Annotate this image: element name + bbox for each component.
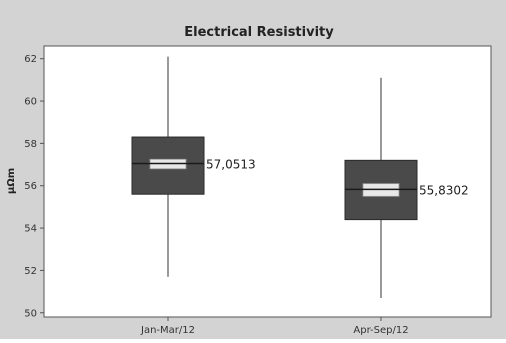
y-tick-label: 56 — [24, 181, 37, 192]
y-axis-label: μΩm — [6, 168, 17, 194]
y-tick-label: 58 — [24, 139, 37, 150]
box-series: 57,0513 55,8302 — [131, 56, 469, 298]
x-tick-label: Apr-Sep/12 — [353, 325, 408, 336]
y-tick-label: 54 — [24, 224, 37, 235]
y-tick-label: 60 — [24, 97, 37, 108]
y-tick-label: 62 — [24, 54, 37, 65]
median-label: 57,0513 — [206, 157, 256, 171]
plot-area — [43, 45, 492, 318]
box-group: 55,8302 — [344, 77, 469, 298]
box-group: 57,0513 — [131, 56, 256, 277]
y-axis-ticks: 50 52 54 56 58 60 62 — [24, 54, 44, 319]
x-axis-ticks: Jan-Mar/12 Apr-Sep/12 — [140, 317, 409, 336]
y-tick-label: 50 — [24, 308, 37, 319]
chart-title: Electrical Resistivity — [184, 25, 334, 40]
x-tick-label: Jan-Mar/12 — [140, 325, 195, 336]
y-tick-label: 52 — [24, 266, 37, 277]
median-label: 55,8302 — [419, 183, 469, 197]
